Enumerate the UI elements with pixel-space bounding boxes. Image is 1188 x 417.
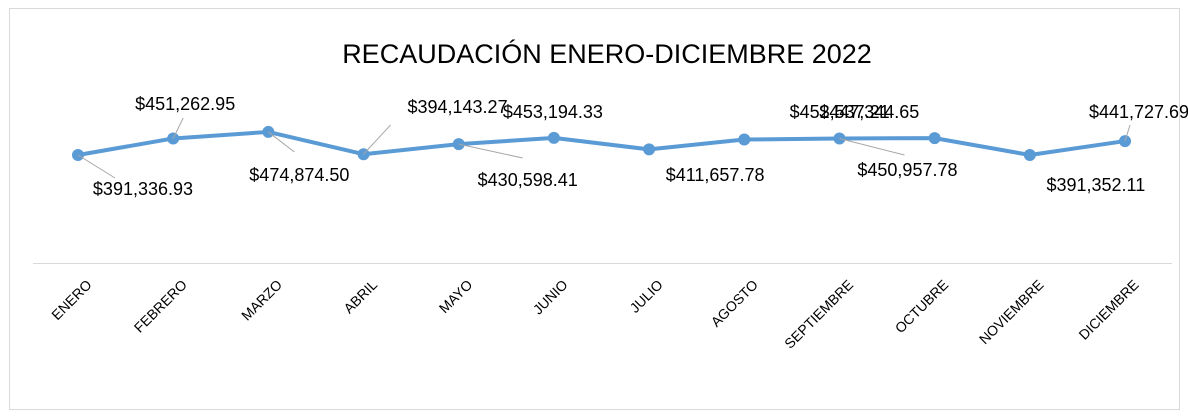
marker <box>547 131 560 144</box>
chart-title: RECAUDACIÓN ENERO-DICIEMBRE 2022 <box>342 38 872 69</box>
leader-line <box>77 154 116 179</box>
leader-line <box>839 138 905 156</box>
data-label: $450,957.78 <box>857 160 957 180</box>
data-label: $441,727.69 <box>1089 102 1188 122</box>
marker <box>928 132 941 145</box>
leader-line <box>458 143 523 159</box>
data-label: $430,598.41 <box>478 170 578 190</box>
leader-line <box>363 124 391 155</box>
leader-line <box>1124 124 1131 142</box>
data-label: $452,537.21 <box>790 102 890 122</box>
data-label: $391,336.93 <box>93 179 193 199</box>
marker <box>1023 148 1036 161</box>
data-label: $394,143.27 <box>407 97 507 117</box>
chart-border <box>9 8 1180 410</box>
leader-line <box>268 131 295 153</box>
data-label: $411,657.78 <box>666 165 765 185</box>
data-label: $474,874.50 <box>249 165 349 185</box>
marker <box>643 143 656 156</box>
data-label: $453,194.33 <box>503 102 603 122</box>
leader-line <box>172 117 184 139</box>
marker <box>738 133 751 146</box>
data-label: $451,262.95 <box>135 94 235 114</box>
data-label: $391,352.11 <box>1046 175 1145 195</box>
data-label: $447,344.65 <box>819 102 919 122</box>
line <box>77 129 1126 157</box>
